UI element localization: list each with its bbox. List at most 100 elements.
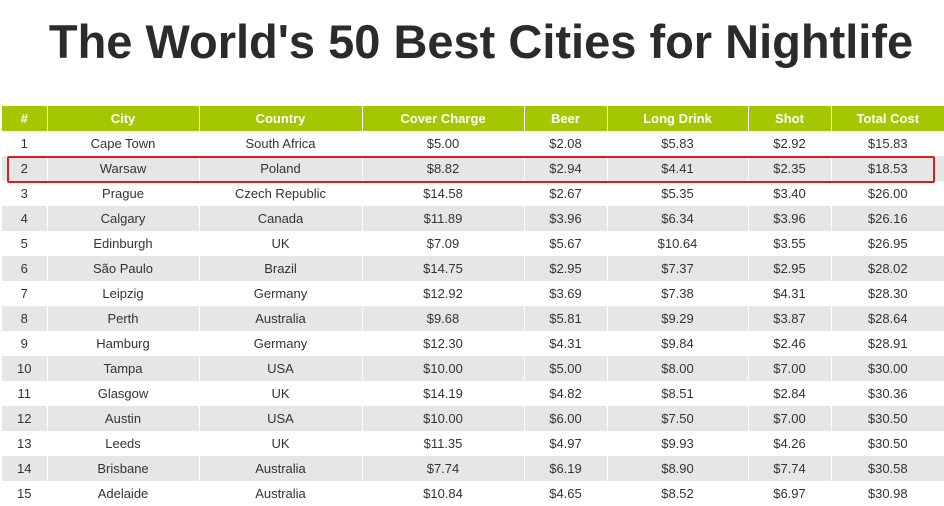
cell-long-drink: $8.00 — [607, 356, 749, 381]
cell-shot: $4.31 — [748, 281, 832, 306]
cell-total-cost: $26.00 — [867, 186, 908, 201]
cell-country: Czech Republic — [199, 181, 363, 206]
cell-rank: 14 — [2, 456, 48, 481]
cell-country: UK — [199, 231, 363, 256]
cell-rank: 5 — [2, 231, 48, 256]
table-row: 9 Hamburg Germany $12.30 $4.31 $9.84 $2.46 $28.… — [2, 331, 944, 356]
cell-rank: 9 — [2, 331, 48, 356]
cell-rank: 10 — [2, 356, 48, 381]
cell-beer: $5.67 — [524, 231, 608, 256]
cell-shot: $2.35 — [748, 156, 832, 181]
column-header-country: Country — [199, 106, 363, 131]
cell-cover-charge: $12.30 — [362, 331, 525, 356]
cell-shot: $2.46 — [748, 331, 832, 356]
table-row: 8 Perth Australia $9.68 $5.81 $9.29 $3.87 $28.6… — [2, 306, 944, 331]
header-row: # City Country Cover Charge Beer Long Drink Sh… — [2, 106, 944, 131]
cell-cover-charge: $8.82 — [362, 156, 525, 181]
cell-beer: $2.95 — [524, 256, 608, 281]
cell-beer: $4.31 — [524, 331, 608, 356]
cell-city: Edinburgh — [47, 231, 200, 256]
cell-city: Calgary — [47, 206, 200, 231]
cell-long-drink: $8.90 — [607, 456, 749, 481]
cell-city: Leeds — [47, 431, 200, 456]
cell-country: Australia — [199, 481, 363, 506]
cell-total-cost: $30.00 — [831, 356, 944, 381]
cell-rank: 6 — [2, 256, 48, 281]
cell-country: Australia — [199, 306, 363, 331]
cell-total-cost: $30.50 — [867, 436, 908, 451]
nightlife-cost-table: # City Country Cover Charge Beer Long Drink Sh… — [2, 106, 944, 506]
cell-city: Tampa — [47, 356, 200, 381]
cell-beer: $3.96 — [524, 206, 608, 231]
cell-city: Perth — [47, 306, 200, 331]
cell-country: Canada — [199, 206, 363, 231]
cell-beer: $4.97 — [524, 431, 608, 456]
cell-shot: $7.74 — [748, 456, 832, 481]
column-header-total-cost: Total Cost — [831, 106, 944, 131]
page-title: The World's 50 Best Cities for Nightlife — [48, 15, 914, 68]
cell-total-cost: $15.83 — [867, 136, 908, 151]
cell-long-drink: $4.41 — [607, 156, 749, 181]
cell-cover-charge: $7.74 — [362, 456, 525, 481]
table-row: 7 Leipzig Germany $12.92 $3.69 $7.38 $4.31 $28.… — [2, 281, 944, 306]
cell-long-drink: $8.52 — [607, 481, 749, 506]
cell-rank: 2 — [2, 156, 48, 181]
cell-long-drink: $8.51 — [607, 381, 749, 406]
cell-shot: $7.00 — [748, 356, 832, 381]
cell-country: South Africa — [199, 131, 363, 156]
cell-long-drink: $7.50 — [607, 406, 749, 431]
cell-city: Leipzig — [47, 281, 200, 306]
cell-beer: $4.82 — [524, 381, 608, 406]
cell-shot: $3.87 — [748, 306, 832, 331]
column-header-rank: # — [2, 106, 48, 131]
cell-rank: 3 — [2, 181, 48, 206]
cell-city: Cape Town — [47, 131, 200, 156]
cell-country: Australia — [199, 456, 363, 481]
table-header: # City Country Cover Charge Beer Long Drink Sh… — [2, 106, 944, 131]
cell-beer: $2.94 — [524, 156, 608, 181]
cell-cover-charge: $14.75 — [362, 256, 525, 281]
cell-long-drink: $7.37 — [607, 256, 749, 281]
cell-long-drink: $9.93 — [607, 431, 749, 456]
cell-long-drink: $9.29 — [607, 306, 749, 331]
cell-long-drink: $6.34 — [607, 206, 749, 231]
cell-city: Glasgow — [47, 381, 200, 406]
cell-country: Germany — [199, 331, 363, 356]
cell-cover-charge: $10.84 — [362, 481, 525, 506]
cell-total-cost: $30.50 — [831, 406, 944, 431]
cell-shot: $3.96 — [748, 206, 832, 231]
cell-country: Germany — [199, 281, 363, 306]
cell-cover-charge: $7.09 — [362, 231, 525, 256]
column-header-long-drink: Long Drink — [607, 106, 749, 131]
table-body: 1 Cape Town South Africa $5.00 $2.08 $5.83 $2.… — [2, 131, 944, 506]
cell-rank: 7 — [2, 281, 48, 306]
cell-rank: 13 — [2, 431, 48, 456]
cell-total-cost: $18.53 — [831, 156, 944, 181]
cell-cover-charge: $14.19 — [362, 381, 525, 406]
table-row: 11 Glasgow UK $14.19 $4.82 $8.51 $2.84 $30.36 — [2, 381, 944, 406]
cell-country: UK — [199, 381, 363, 406]
table-row: 14 Brisbane Australia $7.74 $6.19 $8.90 $7.74 $… — [2, 456, 944, 481]
cell-cover-charge: $11.89 — [362, 206, 525, 231]
cell-rank: 1 — [2, 131, 48, 156]
cell-total-cost: $28.64 — [831, 306, 944, 331]
table-row: 12 Austin USA $10.00 $6.00 $7.50 $7.00 $30.50 — [2, 406, 944, 431]
cell-beer: $5.00 — [524, 356, 608, 381]
cell-shot: $3.40 — [748, 181, 832, 206]
cell-rank: 12 — [2, 406, 48, 431]
cell-total-cost: $28.91 — [867, 336, 908, 351]
table-row: 1 Cape Town South Africa $5.00 $2.08 $5.83 $2.… — [2, 131, 944, 156]
cell-cover-charge: $12.92 — [362, 281, 525, 306]
column-header-cover-charge: Cover Charge — [362, 106, 525, 131]
cell-city: Austin — [47, 406, 200, 431]
cell-long-drink: $9.84 — [607, 331, 749, 356]
cell-total-cost: $28.30 — [867, 286, 908, 301]
column-header-city: City — [47, 106, 200, 131]
table-row: 5 Edinburgh UK $7.09 $5.67 $10.64 $3.55 $26.95 — [2, 231, 944, 256]
cell-total-cost: $26.16 — [831, 206, 944, 231]
cell-city: Warsaw — [47, 156, 200, 181]
table-row: 15 Adelaide Australia $10.84 $4.65 $8.52 $6.97… — [2, 481, 944, 506]
column-header-shot: Shot — [748, 106, 832, 131]
cell-beer: $2.67 — [524, 181, 608, 206]
cell-cover-charge: $14.58 — [362, 181, 525, 206]
